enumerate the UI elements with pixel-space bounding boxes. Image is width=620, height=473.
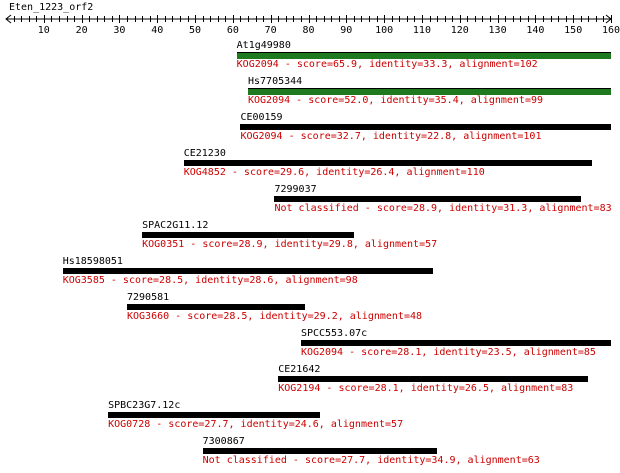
hit-name[interactable]: Hs18598051 <box>62 256 123 267</box>
hit-bar[interactable] <box>142 232 354 238</box>
hit-name[interactable]: CE00159 <box>240 112 283 123</box>
ruler-tick-label: 80 <box>302 25 314 36</box>
hit-description[interactable]: KOG2194 - score=28.1, identity=26.5, ali… <box>278 383 574 394</box>
ruler-left-arrow <box>5 14 12 24</box>
hit-bar[interactable] <box>62 268 434 274</box>
hit-bar[interactable] <box>274 196 581 202</box>
hit-description[interactable]: KOG0728 - score=27.7, identity=24.6, ali… <box>108 419 404 430</box>
hit-name[interactable]: SPBC23G7.12c <box>108 400 181 411</box>
hit-description[interactable]: Not classified - score=28.9, identity=31… <box>274 203 612 214</box>
hit-name[interactable]: CE21642 <box>278 364 321 375</box>
ruler-tick-label: 10 <box>38 25 50 36</box>
query-title: Eten_1223_orf2 <box>9 2 94 13</box>
ruler-tick-label: 50 <box>189 25 201 36</box>
ruler-tick-label: 90 <box>340 25 352 36</box>
hit-bar[interactable] <box>236 52 611 59</box>
ruler-tick-label: 150 <box>564 25 582 36</box>
hit-description[interactable]: KOG3585 - score=28.5, identity=28.6, ali… <box>62 275 358 286</box>
hit-description[interactable]: KOG2094 - score=65.9, identity=33.3, ali… <box>236 59 538 70</box>
hit-name[interactable]: CE21230 <box>183 148 226 159</box>
ruler-tick-label: 40 <box>151 25 163 36</box>
hit-bar[interactable] <box>240 124 611 130</box>
ruler-tick-label: 20 <box>76 25 88 36</box>
hit-name[interactable]: Hs7705344 <box>248 76 303 87</box>
hit-name[interactable]: 7300867 <box>202 436 245 447</box>
ruler-tick-label: 120 <box>451 25 469 36</box>
sequence-ruler: 10 20 30 40 50 60 70 80 90 100 110 120 130 140 150 160 <box>5 14 620 36</box>
hit-name[interactable]: 7290581 <box>127 292 170 303</box>
ruler-tick-label: 30 <box>113 25 125 36</box>
hit-description[interactable]: KOG4852 - score=29.6, identity=26.4, ali… <box>183 167 485 178</box>
hit-name[interactable]: 7299037 <box>274 184 317 195</box>
hit-name[interactable]: SPCC553.07c <box>300 328 368 339</box>
ruler-tick-label: 140 <box>526 25 544 36</box>
hit-name[interactable]: SPAC2G11.12 <box>142 220 209 231</box>
hit-bar[interactable] <box>300 340 611 346</box>
hit-name[interactable]: At1g49980 <box>236 40 291 51</box>
ruler-tick-label: 130 <box>489 25 507 36</box>
ruler-tick-label: 60 <box>227 25 239 36</box>
hit-description[interactable]: KOG2094 - score=32.7, identity=22.8, ali… <box>240 131 542 142</box>
hit-description[interactable]: Not classified - score=27.7, identity=34… <box>202 455 540 466</box>
ruler-tick-label: 100 <box>375 25 393 36</box>
hit-description[interactable]: KOG3660 - score=28.5, identity=29.2, ali… <box>127 311 423 322</box>
hit-description[interactable]: KOG2094 - score=52.0, identity=35.4, ali… <box>248 95 544 106</box>
hit-bar[interactable] <box>278 376 589 382</box>
ruler-tick-label: 70 <box>265 25 277 36</box>
hit-description[interactable]: KOG0351 - score=28.9, identity=29.8, ali… <box>142 239 438 250</box>
hit-bar[interactable] <box>248 88 611 95</box>
hit-bar[interactable] <box>183 160 593 166</box>
ruler-tick-label: 160 <box>602 25 620 36</box>
hit-bar[interactable] <box>108 412 320 418</box>
ruler-tick-label: 110 <box>413 25 431 36</box>
hit-bar[interactable] <box>202 448 438 454</box>
hit-description[interactable]: KOG2094 - score=28.1, identity=23.5, ali… <box>300 347 596 358</box>
hit-bar[interactable] <box>127 304 305 310</box>
